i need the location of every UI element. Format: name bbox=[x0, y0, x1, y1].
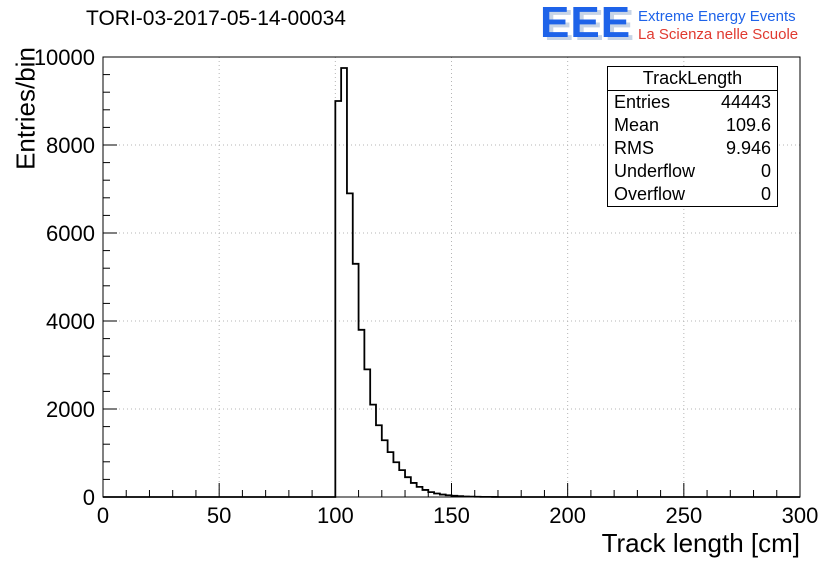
stats-box: TrackLength Entries 44443 Mean 109.6 RMS… bbox=[607, 66, 778, 207]
svg-text:200: 200 bbox=[549, 503, 586, 528]
plot-title: TORI-03-2017-05-14-00034 bbox=[86, 7, 346, 30]
stats-label: Entries bbox=[614, 92, 671, 112]
stats-label: Underflow bbox=[614, 161, 696, 181]
stats-row-underflow: Underflow 0 bbox=[608, 160, 777, 183]
stats-value: 9.946 bbox=[725, 138, 771, 158]
eee-logo-text: EEE bbox=[540, 0, 632, 47]
y-tick-labels: 0 2000 4000 6000 8000 10000 bbox=[34, 45, 95, 510]
stats-row-overflow: Overflow 0 bbox=[608, 183, 777, 206]
histogram-line bbox=[103, 67, 800, 498]
stats-value: 0 bbox=[760, 184, 771, 204]
stats-row-entries: Entries 44443 bbox=[608, 91, 777, 114]
stats-value: 44443 bbox=[720, 92, 771, 112]
stats-label: Overflow bbox=[614, 184, 686, 204]
svg-text:50: 50 bbox=[207, 503, 231, 528]
svg-text:4000: 4000 bbox=[46, 309, 95, 334]
stats-value: 0 bbox=[760, 161, 771, 181]
x-tick-labels: 0 50 100 150 200 250 300 bbox=[97, 503, 818, 528]
svg-text:0: 0 bbox=[83, 485, 95, 510]
stats-row-rms: RMS 9.946 bbox=[608, 137, 777, 160]
plot-frame bbox=[102, 56, 801, 498]
logo-line-la-scienza-nelle-scuole: La Scienza nelle Scuole bbox=[638, 26, 799, 43]
svg-text:250: 250 bbox=[665, 503, 702, 528]
svg-text:10000: 10000 bbox=[34, 45, 95, 70]
svg-text:150: 150 bbox=[433, 503, 470, 528]
stats-row-mean: Mean 109.6 bbox=[608, 114, 777, 137]
svg-text:6000: 6000 bbox=[46, 221, 95, 246]
stats-label: RMS bbox=[614, 138, 654, 158]
stats-value: 109.6 bbox=[725, 115, 771, 135]
y-axis-title: Entries/bin bbox=[10, 47, 41, 170]
svg-text:300: 300 bbox=[782, 503, 819, 528]
svg-text:0: 0 bbox=[97, 503, 109, 528]
svg-text:100: 100 bbox=[317, 503, 354, 528]
svg-text:2000: 2000 bbox=[46, 397, 95, 422]
eee-logo: EEE Extreme Energy Events La Scienza nel… bbox=[540, 0, 798, 47]
logo-line-extreme-energy-events: Extreme Energy Events bbox=[638, 8, 796, 25]
stats-label: Mean bbox=[614, 115, 660, 135]
svg-text:8000: 8000 bbox=[46, 133, 95, 158]
stats-title: TrackLength bbox=[608, 67, 777, 91]
x-axis-title: Track length [cm] bbox=[601, 528, 800, 558]
eee-logo-subtitle: Extreme Energy Events La Scienza nelle S… bbox=[631, 4, 798, 44]
